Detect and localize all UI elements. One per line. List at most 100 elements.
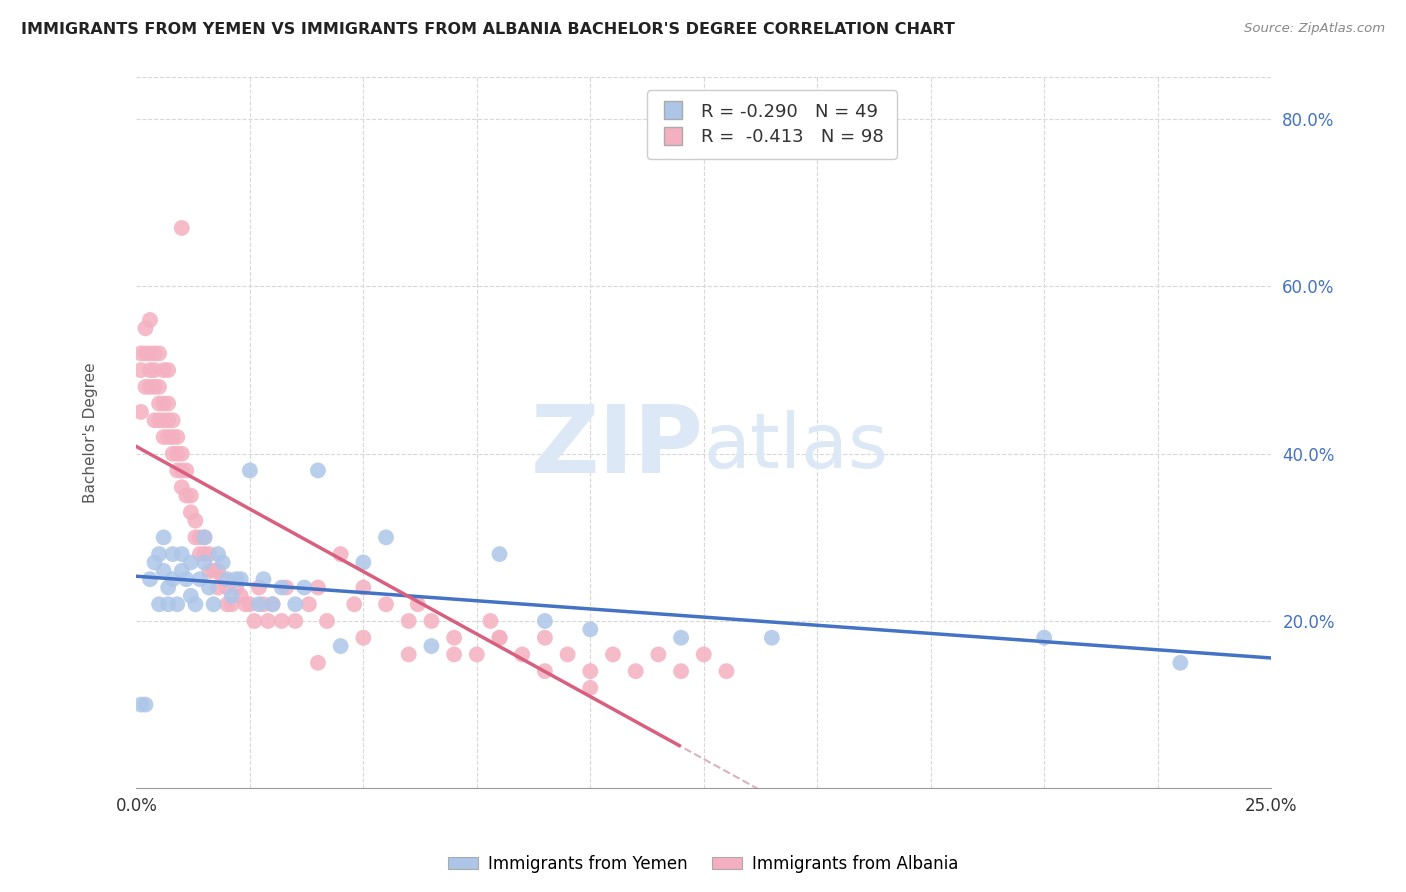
Point: [184, 530, 207, 544]
Point: [352, 556, 374, 570]
Point: [188, 572, 211, 586]
Point: [716, 664, 738, 678]
Point: [162, 430, 184, 444]
Point: [170, 221, 193, 235]
Text: ZIP: ZIP: [531, 401, 704, 493]
Point: [188, 530, 211, 544]
Point: [180, 589, 202, 603]
Point: [143, 556, 166, 570]
Point: [148, 380, 170, 394]
Point: [152, 430, 174, 444]
Point: [170, 463, 193, 477]
Point: [229, 589, 252, 603]
Point: [329, 639, 352, 653]
Point: [193, 530, 215, 544]
Point: [152, 396, 174, 410]
Point: [134, 698, 156, 712]
Point: [270, 614, 292, 628]
Point: [479, 614, 502, 628]
Point: [284, 614, 307, 628]
Point: [129, 363, 152, 377]
Point: [693, 648, 716, 662]
Point: [307, 581, 329, 595]
Point: [252, 597, 274, 611]
Point: [134, 380, 156, 394]
Point: [307, 463, 329, 477]
Point: [180, 556, 202, 570]
Point: [534, 664, 557, 678]
Point: [1170, 656, 1192, 670]
Point: [157, 430, 180, 444]
Point: [307, 656, 329, 670]
Point: [257, 614, 280, 628]
Point: [134, 321, 156, 335]
Point: [139, 572, 162, 586]
Point: [157, 413, 180, 427]
Legend: Immigrants from Yemen, Immigrants from Albania: Immigrants from Yemen, Immigrants from A…: [441, 848, 965, 880]
Point: [579, 681, 602, 695]
Point: [143, 413, 166, 427]
Point: [211, 572, 233, 586]
Point: [170, 547, 193, 561]
Point: [129, 698, 152, 712]
Point: [252, 572, 274, 586]
Point: [284, 597, 307, 611]
Point: [188, 547, 211, 561]
Text: Source: ZipAtlas.com: Source: ZipAtlas.com: [1244, 22, 1385, 36]
Point: [352, 581, 374, 595]
Point: [217, 581, 239, 595]
Point: [298, 597, 321, 611]
Point: [162, 447, 184, 461]
Text: atlas: atlas: [704, 410, 889, 484]
Point: [198, 547, 221, 561]
Point: [420, 639, 443, 653]
Point: [292, 581, 315, 595]
Point: [420, 614, 443, 628]
Point: [624, 664, 647, 678]
Point: [148, 547, 170, 561]
Point: [488, 631, 510, 645]
Point: [534, 614, 557, 628]
Point: [669, 664, 692, 678]
Point: [211, 556, 233, 570]
Point: [166, 597, 188, 611]
Point: [221, 589, 243, 603]
Legend: R = -0.290   N = 49, R =  -0.413   N = 98: R = -0.290 N = 49, R = -0.413 N = 98: [647, 90, 897, 159]
Point: [198, 564, 221, 578]
Point: [152, 413, 174, 427]
Point: [243, 614, 266, 628]
Point: [170, 447, 193, 461]
Point: [262, 597, 284, 611]
Point: [184, 514, 207, 528]
Point: [225, 581, 247, 595]
Point: [180, 505, 202, 519]
Point: [148, 597, 170, 611]
Point: [510, 648, 533, 662]
Point: [262, 597, 284, 611]
Point: [202, 564, 225, 578]
Point: [247, 597, 270, 611]
Point: [488, 547, 510, 561]
Point: [207, 581, 229, 595]
Point: [143, 346, 166, 360]
Point: [148, 396, 170, 410]
Point: [225, 572, 247, 586]
Point: [217, 572, 239, 586]
Point: [184, 597, 207, 611]
Point: [375, 597, 398, 611]
Point: [193, 530, 215, 544]
Point: [343, 597, 366, 611]
Point: [247, 581, 270, 595]
Point: [352, 631, 374, 645]
Point: [761, 631, 783, 645]
Point: [239, 597, 262, 611]
Point: [579, 664, 602, 678]
Point: [233, 597, 256, 611]
Point: [148, 346, 170, 360]
Point: [162, 413, 184, 427]
Point: [143, 380, 166, 394]
Point: [176, 489, 198, 503]
Point: [217, 597, 239, 611]
Point: [157, 363, 180, 377]
Point: [152, 530, 174, 544]
